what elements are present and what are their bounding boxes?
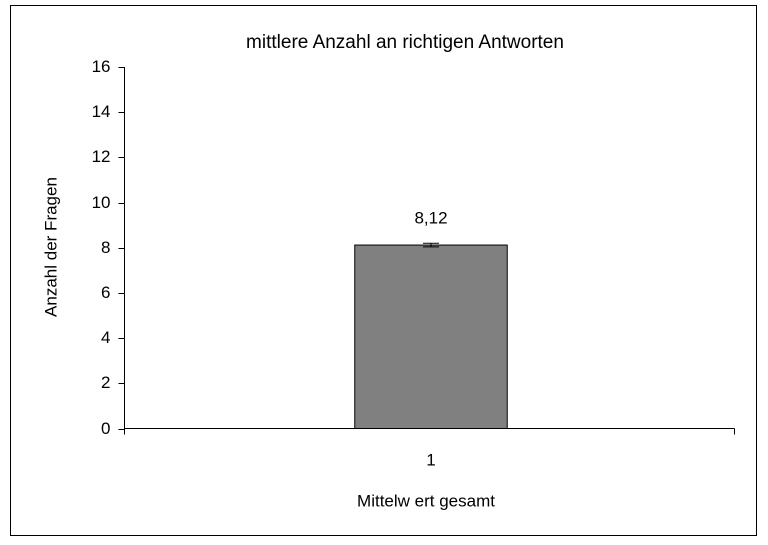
y-tick-label: 4	[101, 328, 110, 347]
x-tick-label: 1	[426, 450, 435, 469]
y-tick-label: 14	[92, 102, 111, 121]
y-axis-label: Anzahl der Fragen	[41, 177, 60, 317]
y-tick-label: 0	[101, 419, 110, 438]
x-axis-label: Mittelw ert gesamt	[357, 491, 495, 510]
y-tick-label: 12	[92, 147, 111, 166]
data-label: 8,12	[414, 209, 447, 228]
bar	[354, 244, 508, 429]
y-tick-label: 10	[92, 193, 111, 212]
y-tick-label: 8	[101, 238, 110, 257]
y-tick-label: 16	[92, 57, 111, 76]
chart-title: mittlere Anzahl an richtigen Antworten	[246, 32, 564, 53]
y-tick-label: 6	[101, 283, 110, 302]
y-tick-label: 2	[101, 373, 110, 392]
error-bar	[423, 242, 439, 248]
